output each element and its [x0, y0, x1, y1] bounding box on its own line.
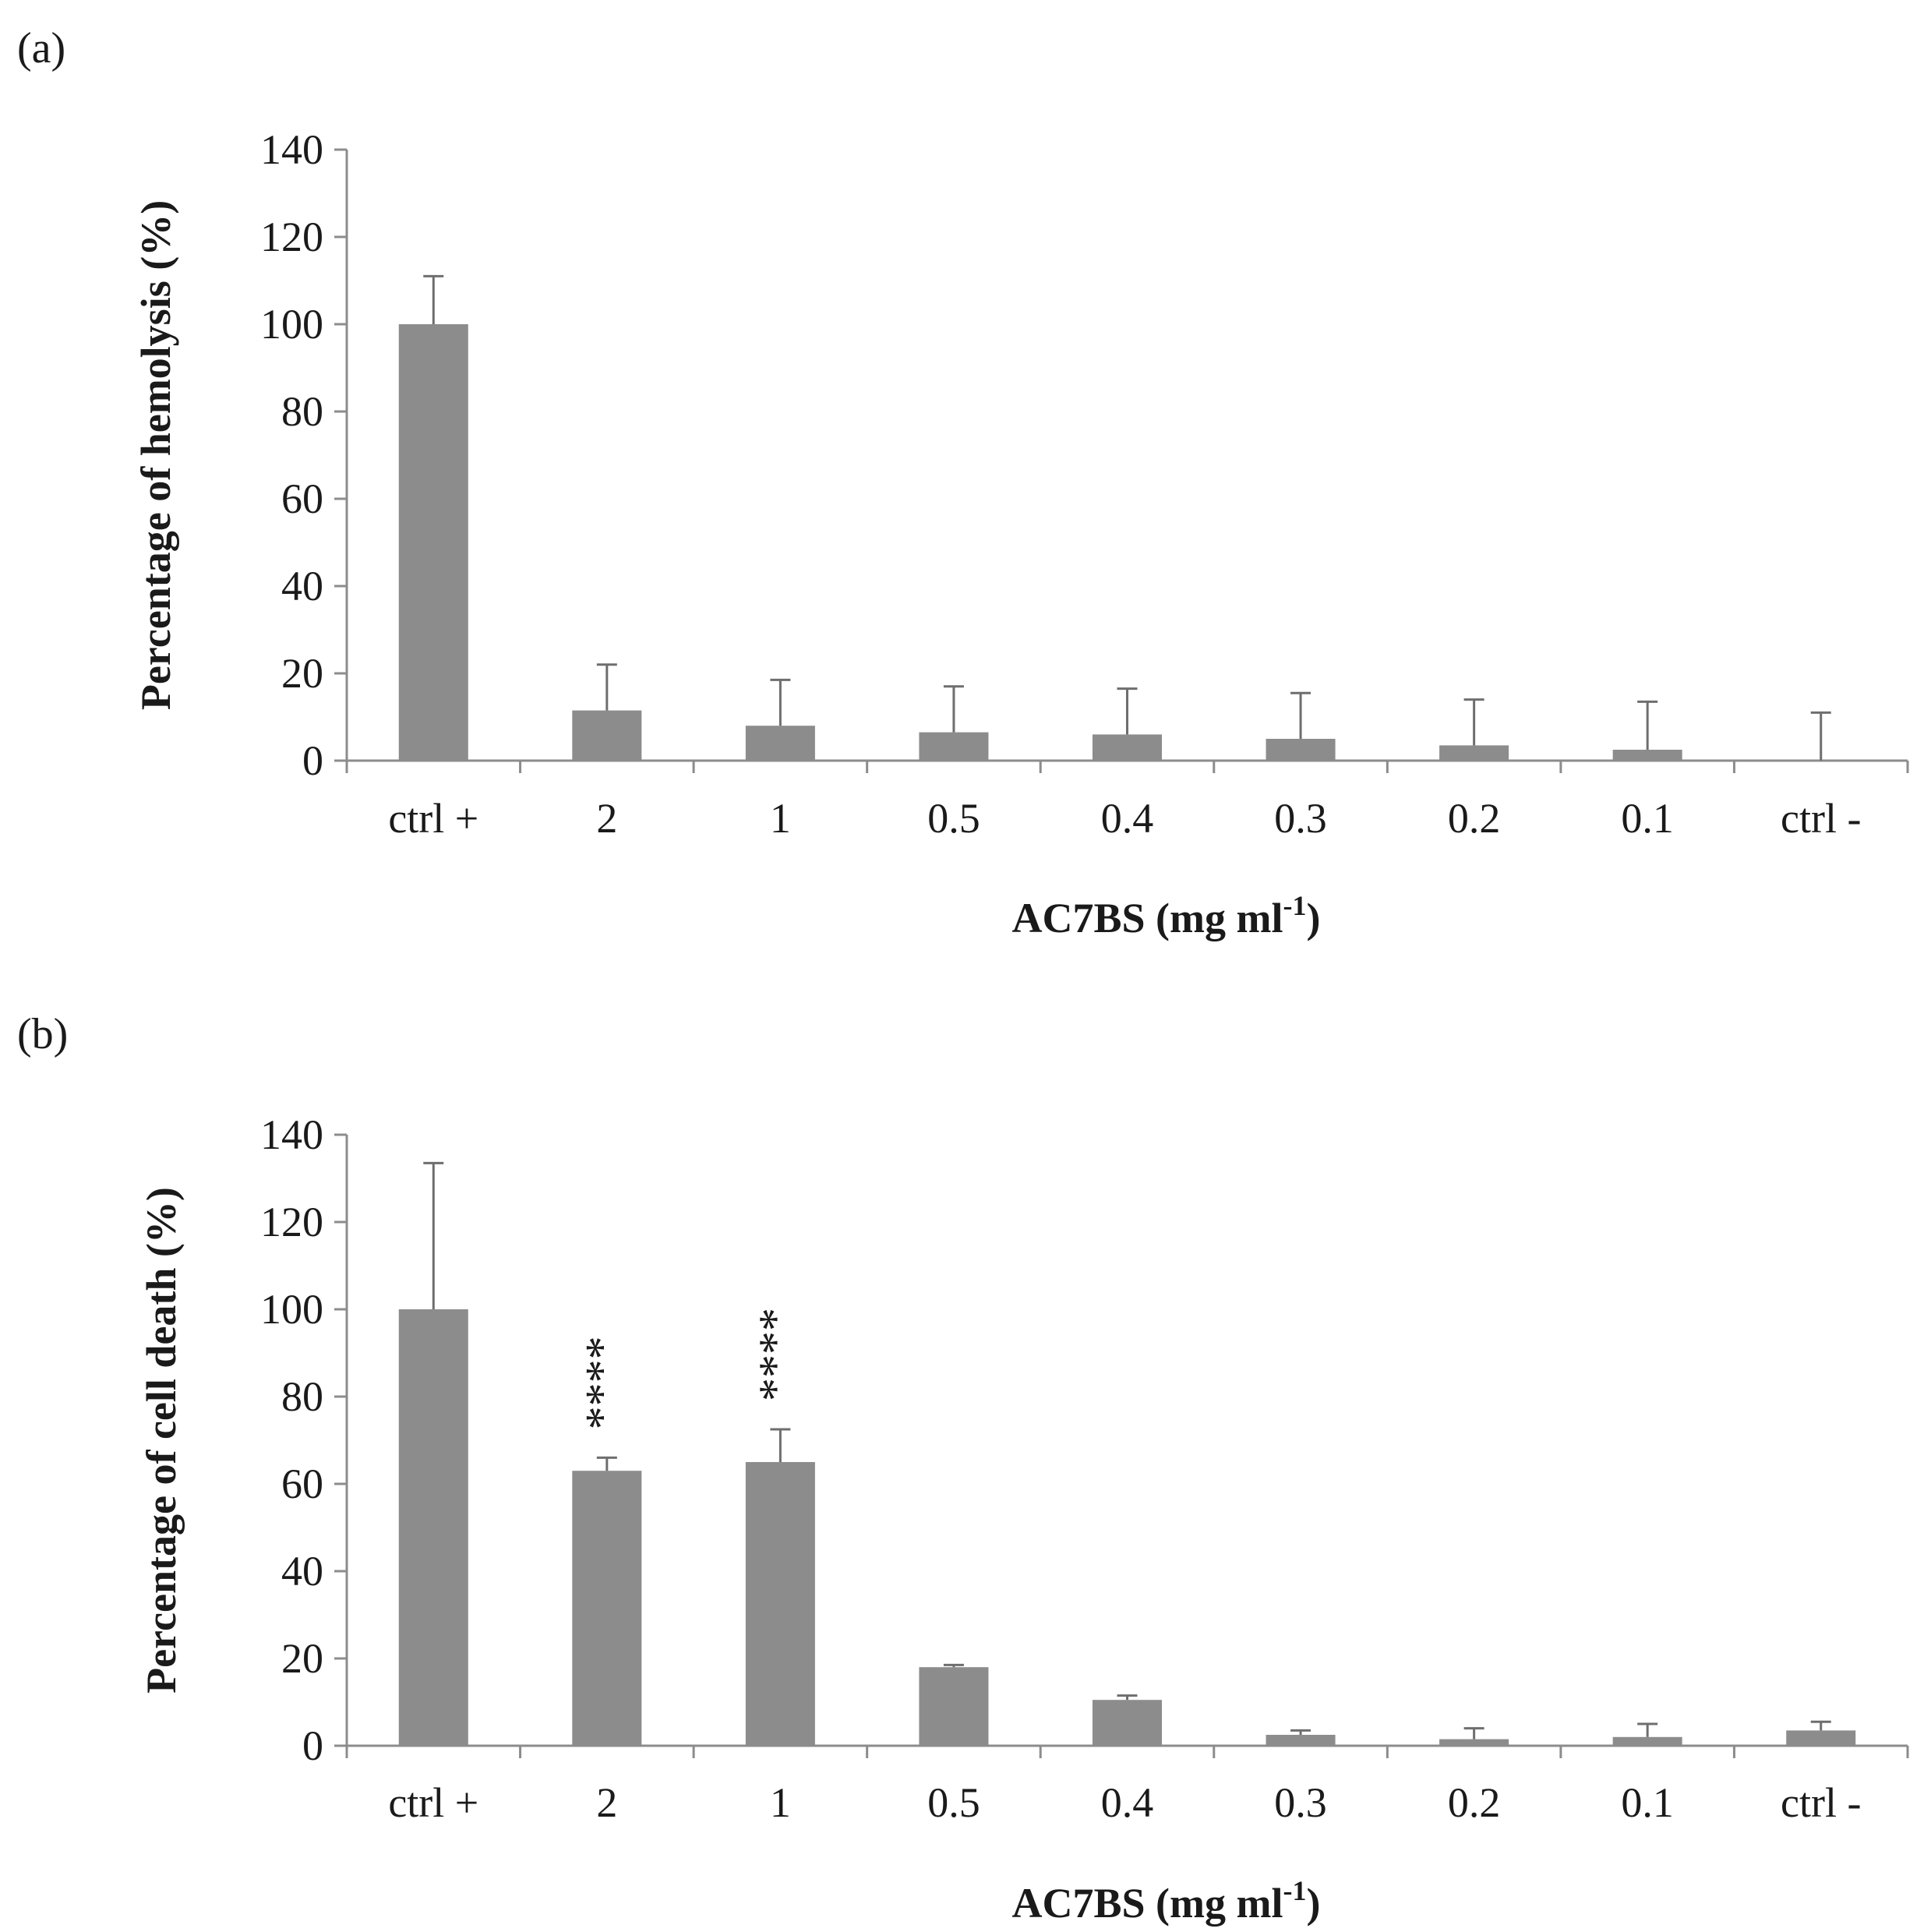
x-tick-label: 0.1 [1621, 795, 1674, 842]
y-tick-label: 40 [281, 563, 323, 609]
y-tick-label: 60 [281, 475, 323, 522]
bar [1266, 1735, 1336, 1746]
x-tick-label: 2 [596, 795, 617, 842]
y-tick-label: 120 [260, 1199, 323, 1245]
bar [398, 1309, 468, 1746]
bar [919, 732, 989, 761]
bar [572, 710, 642, 761]
bar [1612, 1736, 1682, 1746]
panel-label: (a) [17, 24, 65, 72]
x-tick-label: 0.3 [1274, 795, 1327, 842]
panel-cell-death: (b) 0 20 40 60 80 100 120 140 ctrl + **** 2 **** 1 0.5… [17, 1010, 1909, 1927]
y-tick-label: 40 [281, 1548, 323, 1595]
bar [1786, 1730, 1856, 1746]
y-tick-label: 140 [260, 1111, 323, 1158]
x-tick-label: 0.4 [1101, 1779, 1154, 1826]
x-axis-title: AC7BS (mg ml-1) [1012, 890, 1321, 941]
significance-label: **** [577, 1336, 628, 1429]
y-tick-label: 80 [281, 388, 323, 435]
bar [572, 1471, 642, 1746]
x-tick-label: ctrl - [1781, 795, 1861, 842]
x-tick-label: 1 [770, 795, 791, 842]
x-axis-title: AC7BS (mg ml-1) [1012, 1875, 1321, 1927]
y-tick-label: 100 [260, 301, 323, 348]
x-tick-label: 0.5 [927, 1779, 980, 1826]
x-tick-label: 0.2 [1448, 1779, 1501, 1826]
bar [398, 324, 468, 761]
x-tick-label: 0.4 [1101, 795, 1154, 842]
y-tick-label: 120 [260, 214, 323, 260]
y-tick-label: 0 [302, 737, 323, 784]
bar [1266, 739, 1336, 761]
bar [745, 1462, 815, 1746]
x-tick-label: ctrl + [388, 795, 478, 842]
bar [919, 1667, 989, 1746]
x-tick-label: 0.2 [1448, 795, 1501, 842]
y-tick-label: 80 [281, 1373, 323, 1420]
bar [1092, 1700, 1163, 1746]
y-tick-label: 60 [281, 1460, 323, 1507]
bar [1092, 734, 1163, 761]
y-axis-title: Percentage of hemolysis (%) [132, 200, 179, 710]
x-tick-label: 2 [596, 1779, 617, 1826]
x-tick-label: 1 [770, 1779, 791, 1826]
bar [1439, 745, 1509, 761]
y-axis-title: Percentage of cell death (%) [138, 1187, 185, 1694]
panel-label: (b) [17, 1010, 68, 1058]
bar [1439, 1739, 1509, 1746]
y-tick-label: 140 [260, 126, 323, 173]
x-tick-label: 0.3 [1274, 1779, 1327, 1826]
bar [1612, 750, 1682, 761]
x-tick-label: ctrl + [388, 1779, 478, 1826]
y-tick-label: 20 [281, 1635, 323, 1682]
x-tick-label: 0.5 [927, 795, 980, 842]
significance-label: **** [750, 1308, 801, 1401]
y-tick-label: 100 [260, 1286, 323, 1333]
x-tick-label: 0.1 [1621, 1779, 1674, 1826]
y-tick-label: 20 [281, 650, 323, 697]
x-tick-label: ctrl - [1781, 1779, 1861, 1826]
panel-hemolysis: (a) 0 20 40 60 80 100 120 140 ctrl + 2 1 0.5 0.4 0.3 0.… [17, 24, 1909, 941]
y-tick-label: 0 [302, 1722, 323, 1769]
bar [745, 726, 815, 761]
